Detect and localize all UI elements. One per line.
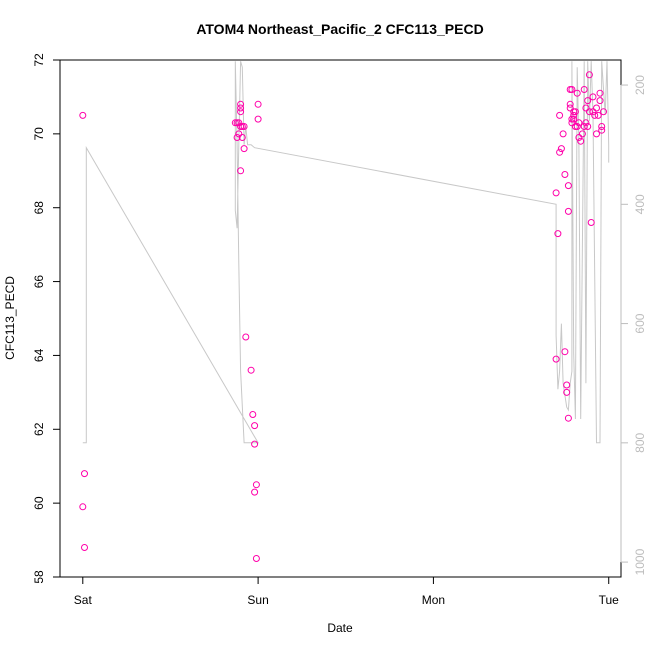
data-point [568,119,576,127]
data-point [566,104,574,112]
data-point [570,111,578,119]
data-point [81,544,88,551]
x-tick-label: Sun [247,593,268,607]
data-point [582,104,590,112]
y-right-tick-label: 1000 [633,548,647,575]
data-point [594,111,602,119]
data-point [568,86,576,93]
x-tick-label: Sat [74,593,93,607]
data-point [254,115,262,123]
data-point [596,89,604,97]
y-right-tick-label: 800 [633,432,647,452]
data-point [589,108,597,116]
data-point [235,130,243,138]
data-point [573,123,581,130]
y-axis-label: CFC113_PECD [3,276,17,360]
data-point [79,503,87,511]
x-axis-label: Date [327,621,353,635]
data-point [564,207,572,215]
data-point [237,104,245,112]
data-point [237,100,245,108]
data-point [566,100,574,108]
data-point [575,134,583,141]
y-right-tick-label: 400 [633,194,647,214]
plot-frame [59,59,622,578]
data-point [252,555,260,562]
data-point [252,481,260,489]
data-point [563,381,571,389]
data-point [559,130,567,138]
y-axis-right: 200 400 600 800 1000 [620,75,647,575]
x-tick-label: Mon [422,593,445,607]
data-point [556,148,564,156]
y-axis: 58 60 62 64 66 68 70 72 [32,53,61,584]
data-point [242,333,250,341]
y-right-tick-label: 600 [633,313,647,333]
data-point [556,111,564,119]
data-point [247,366,255,374]
data-point [563,388,571,396]
data-point [571,108,579,116]
data-point [591,111,599,119]
data-point [564,182,572,190]
data-point [235,119,243,127]
data-point [573,89,581,97]
data-point [249,411,257,418]
depth-line [82,61,610,444]
data-point [584,123,592,130]
data-point [582,119,590,127]
data-point [233,134,241,141]
data-point [580,86,588,93]
data-point [552,189,560,197]
data-point [585,108,593,116]
data-point [237,108,245,116]
y-tick-label: 68 [32,201,46,215]
depth-line-layer [82,61,610,444]
data-point [596,97,604,105]
data-point [237,167,245,175]
data-point [240,145,248,153]
data-point [580,123,588,130]
data-point [570,115,578,123]
y-tick-label: 60 [32,496,46,510]
data-point [564,414,572,422]
y-tick-label: 58 [32,570,46,584]
data-point [251,488,259,496]
data-point [552,355,560,363]
data-point [554,230,562,238]
data-point [593,130,600,138]
data-point [584,97,592,105]
data-point [238,134,246,141]
data-point [561,348,569,356]
data-point [575,119,583,127]
y-tick-label: 62 [32,422,46,436]
y-tick-label: 64 [32,348,46,362]
y-right-tick-label: 200 [633,75,647,95]
data-point [79,111,87,119]
data-point [598,126,606,134]
data-point [240,123,248,130]
y-tick-label: 70 [32,127,46,141]
data-point [578,130,586,138]
data-point [598,123,606,130]
data-point [589,93,597,101]
data-point [600,108,607,116]
x-axis: Sat Sun Mon Tue [74,576,620,607]
data-point [557,145,565,153]
data-point [577,137,585,145]
data-point [81,470,88,478]
points-layer [79,71,607,562]
data-point [251,440,259,448]
y-tick-label: 72 [32,53,46,67]
data-point [593,104,600,112]
x-tick-label: Tue [599,593,620,607]
data-point [254,100,262,108]
data-point [587,219,595,226]
data-point [585,71,593,79]
y-tick-label: 66 [32,275,46,289]
data-point [561,171,569,178]
data-point [251,422,259,430]
chart-title: ATOM4 Northeast_Pacific_2 CFC113_PECD [196,21,483,37]
